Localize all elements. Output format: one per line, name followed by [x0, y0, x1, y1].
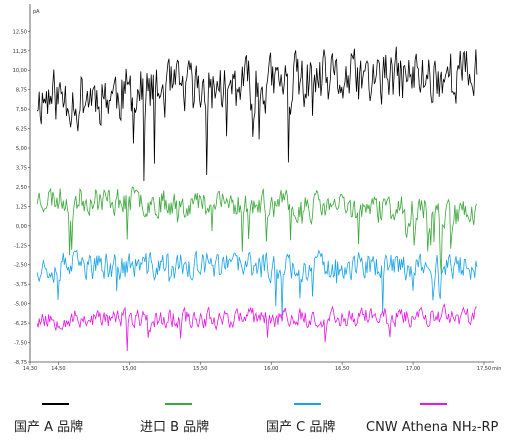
- x-tick-label: 15,00: [122, 366, 136, 372]
- series-group: [36, 46, 478, 352]
- y-tick-label: 3,75: [16, 165, 27, 171]
- y-tick-label: -7,50: [14, 341, 27, 347]
- y-unit-label: pA: [33, 9, 40, 15]
- x-tick-label: 15,50: [193, 366, 207, 372]
- y-tick-label: 5,00: [16, 146, 27, 152]
- y-tick-label: 8,75: [16, 88, 27, 94]
- axes: 12,50 11,25 10,00 8,75 7,50 6,25 5,00 3,75 2,50 1…: [13, 4, 501, 372]
- y-tick-label: -2,50: [14, 263, 27, 269]
- x-tick-label: 14,30: [23, 366, 37, 372]
- legend-label-1: 国产 A 品牌: [14, 419, 83, 435]
- x-tick-label: 14,50: [51, 366, 65, 372]
- x-tick-label: 17,50: [477, 366, 491, 372]
- legend-label-2: 进口 B 品牌: [140, 419, 209, 435]
- y-tick-label: 6,25: [16, 127, 27, 133]
- y-tick-label: 1,25: [16, 204, 27, 210]
- y-tick-label: -1,25: [14, 243, 27, 249]
- series-line-2: [36, 186, 478, 275]
- y-tick-label: 10,00: [13, 68, 27, 74]
- x-tick-label: 16,50: [335, 366, 349, 372]
- y-tick-label: 11,25: [13, 49, 27, 55]
- y-tick-label: -8,75: [14, 360, 27, 366]
- y-tick-label: 0,00: [16, 224, 27, 230]
- y-tick-label: 2,50: [16, 185, 27, 191]
- y-tick-label: 12,50: [13, 29, 27, 35]
- y-tick-label: -5,00: [14, 302, 27, 308]
- series-line-4: [36, 303, 477, 352]
- x-unit-label: min: [492, 366, 501, 372]
- y-tick-label: 7,50: [16, 107, 27, 113]
- legend-label-4: CNW Athena NH₂-RP: [366, 420, 499, 435]
- x-tick-label: 17,00: [406, 366, 420, 372]
- series-line-3: [36, 249, 478, 316]
- x-tick-label: 16,00: [264, 366, 278, 372]
- series-line-1: [36, 46, 478, 182]
- legend-label-3: 国产 C 品牌: [266, 419, 335, 435]
- legend: 国产 A 品牌 进口 B 品牌 国产 C 品牌 CNW Athena NH₂-RP: [14, 403, 499, 435]
- y-tick-label: -3,75: [14, 282, 27, 288]
- y-tick-label: -6,25: [14, 321, 27, 327]
